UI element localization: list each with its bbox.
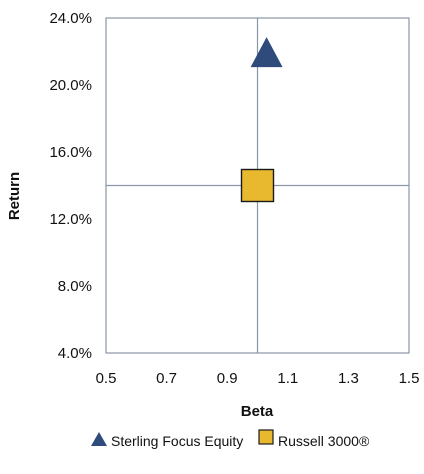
series-triangle-marker bbox=[250, 37, 283, 68]
x-axis-title: Beta bbox=[241, 403, 274, 420]
x-tick-label: 0.5 bbox=[96, 370, 117, 387]
y-tick-label: 4.0% bbox=[58, 345, 92, 362]
x-tick-label: 1.5 bbox=[399, 370, 420, 387]
x-tick-label: 0.7 bbox=[156, 370, 177, 387]
data-markers bbox=[240, 37, 283, 203]
legend-square-icon bbox=[258, 429, 274, 445]
legend-label: Sterling Focus Equity bbox=[111, 433, 243, 449]
x-tick-label: 0.9 bbox=[217, 370, 238, 387]
legend-label: Russell 3000® bbox=[278, 433, 370, 449]
series-square-marker bbox=[240, 168, 275, 203]
y-tick-label: 12.0% bbox=[49, 211, 92, 228]
y-tick-label: 8.0% bbox=[58, 278, 92, 295]
y-axis-ticks: 24.0% 20.0% 16.0% 12.0% 8.0% 4.0% bbox=[49, 10, 92, 362]
legend-triangle-icon bbox=[91, 432, 107, 446]
y-tick-label: 24.0% bbox=[49, 10, 92, 27]
x-tick-label: 1.1 bbox=[277, 370, 298, 387]
x-axis-ticks: 0.5 0.7 0.9 1.1 1.3 1.5 bbox=[96, 370, 420, 387]
y-axis-title: Return bbox=[6, 172, 23, 220]
y-tick-label: 16.0% bbox=[49, 144, 92, 161]
x-tick-label: 1.3 bbox=[338, 370, 359, 387]
y-tick-label: 20.0% bbox=[49, 77, 92, 94]
legend: Sterling Focus Equity Russell 3000® bbox=[91, 429, 370, 449]
